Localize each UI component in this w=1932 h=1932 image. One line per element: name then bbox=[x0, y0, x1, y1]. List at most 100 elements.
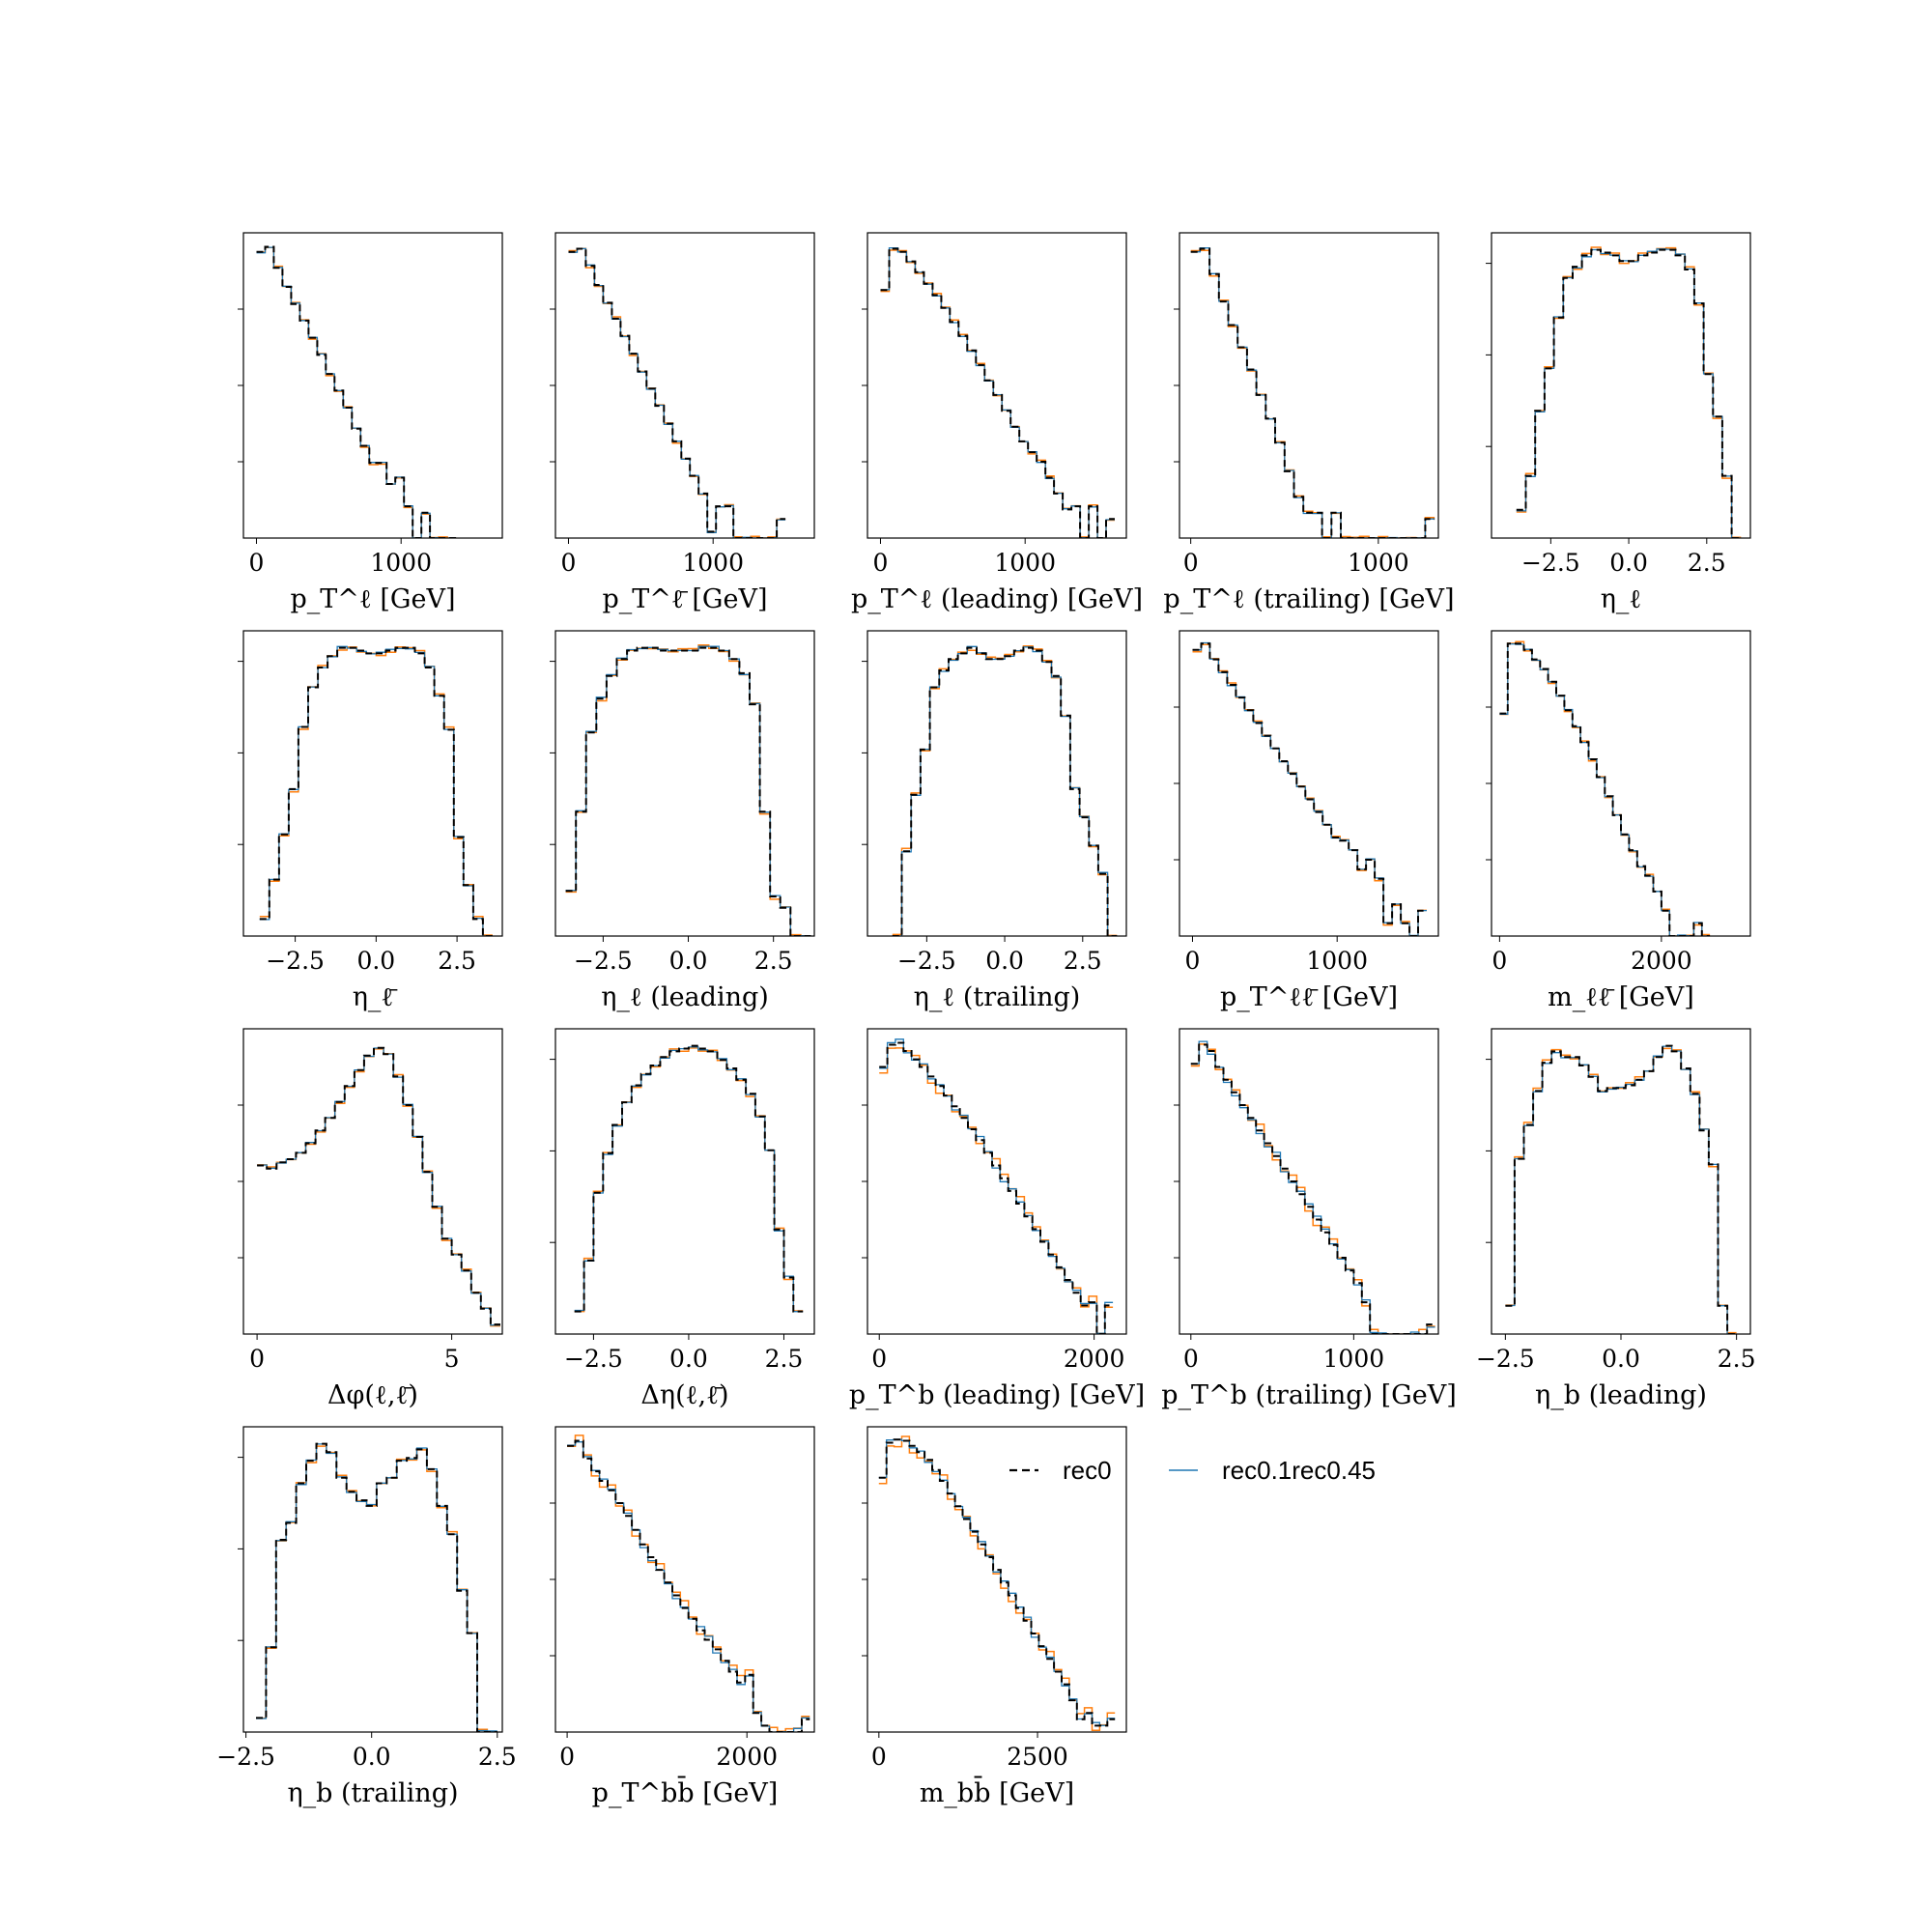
x-tick-label: −2.5 bbox=[216, 1743, 275, 1771]
series-orange-line bbox=[256, 246, 457, 538]
series-rec0.1rec0.45-line bbox=[257, 1047, 500, 1326]
x-axis-label: η_ℓ (leading) bbox=[601, 982, 769, 1012]
x-axis-label: Δφ(ℓ,ℓ̄) bbox=[327, 1380, 418, 1410]
legend-label-rec0: rec0 bbox=[1063, 1456, 1112, 1485]
series-orange-line bbox=[259, 645, 493, 936]
panel-16-series bbox=[256, 1442, 497, 1732]
x-axis-label: p_T^ℓ (trailing) [GeV] bbox=[1163, 584, 1454, 614]
series-orange-line bbox=[567, 1435, 810, 1732]
panel-17-series bbox=[567, 1435, 810, 1732]
series-orange-line bbox=[257, 1048, 500, 1327]
panel-5-series bbox=[1516, 246, 1742, 538]
x-tick-label: 0 bbox=[559, 1743, 575, 1771]
series-rec0-line bbox=[1516, 248, 1742, 538]
x-tick-label: 5 bbox=[444, 1345, 460, 1373]
x-axis-label: p_T^b (leading) [GeV] bbox=[849, 1380, 1145, 1410]
panel-2: 0 1000 p_T^ℓ̄ [GeV] bbox=[550, 232, 815, 614]
panel-12: −2.5 0.0 2.5 Δη(ℓ,ℓ̄) bbox=[550, 1028, 815, 1410]
x-axis-label: p_T^bb̄ [GeV] bbox=[592, 1775, 779, 1808]
x-tick-label: 0 bbox=[561, 549, 577, 577]
series-rec0-line bbox=[878, 1438, 1116, 1727]
axes-frame bbox=[867, 1028, 1127, 1335]
x-tick-label: 0 bbox=[1185, 947, 1201, 975]
axes-frame bbox=[242, 1426, 503, 1733]
panel-1: 0 1000 p_T^ℓ [GeV] bbox=[238, 232, 503, 614]
panel-6-series bbox=[259, 645, 493, 936]
series-rec0-line bbox=[1190, 247, 1435, 538]
x-tick-label: 0.0 bbox=[669, 947, 708, 975]
x-tick-label: 2000 bbox=[716, 1743, 778, 1771]
panel-10-series bbox=[1499, 640, 1711, 936]
x-tick-label: 2.5 bbox=[1718, 1345, 1756, 1373]
x-tick-label: 2.5 bbox=[754, 947, 793, 975]
series-rec0-line bbox=[574, 1044, 804, 1313]
panel-13-series bbox=[879, 1038, 1114, 1334]
x-tick-label: 1000 bbox=[994, 549, 1056, 577]
axes-frame bbox=[1491, 630, 1751, 937]
x-tick-label: 1000 bbox=[1306, 947, 1368, 975]
series-rec0-line bbox=[567, 1439, 810, 1732]
panel-15-series bbox=[1505, 1044, 1737, 1334]
panel-2-series bbox=[568, 247, 786, 538]
axes-frame bbox=[1491, 232, 1751, 539]
series-rec0-line bbox=[1190, 1043, 1435, 1334]
series-rec0-line bbox=[1505, 1044, 1737, 1334]
x-tick-label: 0.0 bbox=[356, 947, 395, 975]
panel-11-series bbox=[257, 1046, 500, 1327]
axes-frame bbox=[1491, 1028, 1751, 1335]
panel-6: −2.5 0.0 2.5 η_ℓ̄ bbox=[238, 630, 503, 1012]
x-tick-label: 2000 bbox=[1064, 1345, 1125, 1373]
x-tick-label: 1000 bbox=[1323, 1345, 1385, 1373]
x-tick-label: 2.5 bbox=[478, 1743, 517, 1771]
panel-9-series bbox=[1192, 641, 1427, 936]
x-tick-label: 2.5 bbox=[1064, 947, 1102, 975]
series-rec0-line bbox=[880, 247, 1115, 538]
series-orange-line bbox=[1190, 1043, 1435, 1334]
x-axis-label: p_T^b (trailing) [GeV] bbox=[1161, 1380, 1456, 1410]
x-tick-label: 2.5 bbox=[765, 1345, 804, 1373]
panel-4: 0 1000 p_T^ℓ (trailing) [GeV] bbox=[1163, 232, 1455, 614]
series-rec0.1rec0.45-line bbox=[892, 645, 1118, 936]
x-tick-label: 0 bbox=[249, 549, 265, 577]
x-tick-label: 2.5 bbox=[1688, 549, 1726, 577]
x-tick-label: 0.0 bbox=[669, 1345, 708, 1373]
panel-5: −2.5 0.0 2.5 η_ℓ bbox=[1486, 232, 1751, 614]
series-rec0-line bbox=[565, 646, 811, 936]
panel-3-series bbox=[880, 246, 1115, 538]
panel-4-series bbox=[1190, 247, 1435, 538]
x-axis-label: η_ℓ (trailing) bbox=[914, 982, 1081, 1012]
x-tick-label: 1000 bbox=[1348, 549, 1409, 577]
x-axis-label: p_T^ℓℓ̄ [GeV] bbox=[1220, 982, 1398, 1012]
series-rec0-line bbox=[568, 247, 786, 538]
x-axis-label: η_ℓ̄ bbox=[353, 982, 399, 1012]
x-axis-label: m_bb̄ [GeV] bbox=[920, 1775, 1074, 1808]
series-rec0-line bbox=[1499, 642, 1711, 936]
series-rec0.1rec0.45-line bbox=[878, 1438, 1116, 1726]
panel-18-series bbox=[878, 1435, 1116, 1731]
axes-frame bbox=[1179, 1028, 1439, 1335]
panel-14: 0 1000 p_T^b (trailing) [GeV] bbox=[1161, 1028, 1457, 1410]
panel-7: −2.5 0.0 2.5 η_ℓ (leading) bbox=[550, 630, 815, 1012]
panel-16: −2.5 0.0 2.5 η_b (trailing) bbox=[216, 1426, 517, 1808]
x-axis-label: η_b (trailing) bbox=[287, 1778, 458, 1808]
series-rec0.1rec0.45-line bbox=[1516, 248, 1742, 538]
series-rec0-line bbox=[879, 1041, 1114, 1334]
panel-13: 0 2000 p_T^b (leading) [GeV] bbox=[849, 1028, 1145, 1410]
series-rec0.1rec0.45-line bbox=[256, 1443, 497, 1732]
legend-label-rec0.1rec0.45: rec0.1rec0.45 bbox=[1222, 1456, 1376, 1485]
series-orange-line bbox=[565, 643, 811, 936]
x-tick-label: 0 bbox=[871, 1743, 887, 1771]
panel-10: 0 2000 m_ℓℓ̄ [GeV] bbox=[1486, 630, 1751, 1012]
x-axis-label: η_b (leading) bbox=[1535, 1380, 1707, 1410]
axes-frame bbox=[867, 232, 1127, 539]
legend: rec0 rec0.1rec0.45 bbox=[1009, 1456, 1376, 1485]
series-rec0-line bbox=[256, 1442, 497, 1732]
x-tick-label: 2000 bbox=[1631, 947, 1692, 975]
panel-7-series bbox=[565, 643, 811, 936]
panel-3: 0 1000 p_T^ℓ (leading) [GeV] bbox=[851, 232, 1143, 614]
panel-1-series bbox=[256, 245, 457, 538]
panel-17: 0 2000 p_T^bb̄ [GeV] bbox=[550, 1426, 815, 1808]
series-rec0.1rec0.45-line bbox=[880, 246, 1115, 538]
series-rec0.1rec0.45-line bbox=[574, 1046, 804, 1313]
x-tick-label: 0 bbox=[249, 1345, 265, 1373]
